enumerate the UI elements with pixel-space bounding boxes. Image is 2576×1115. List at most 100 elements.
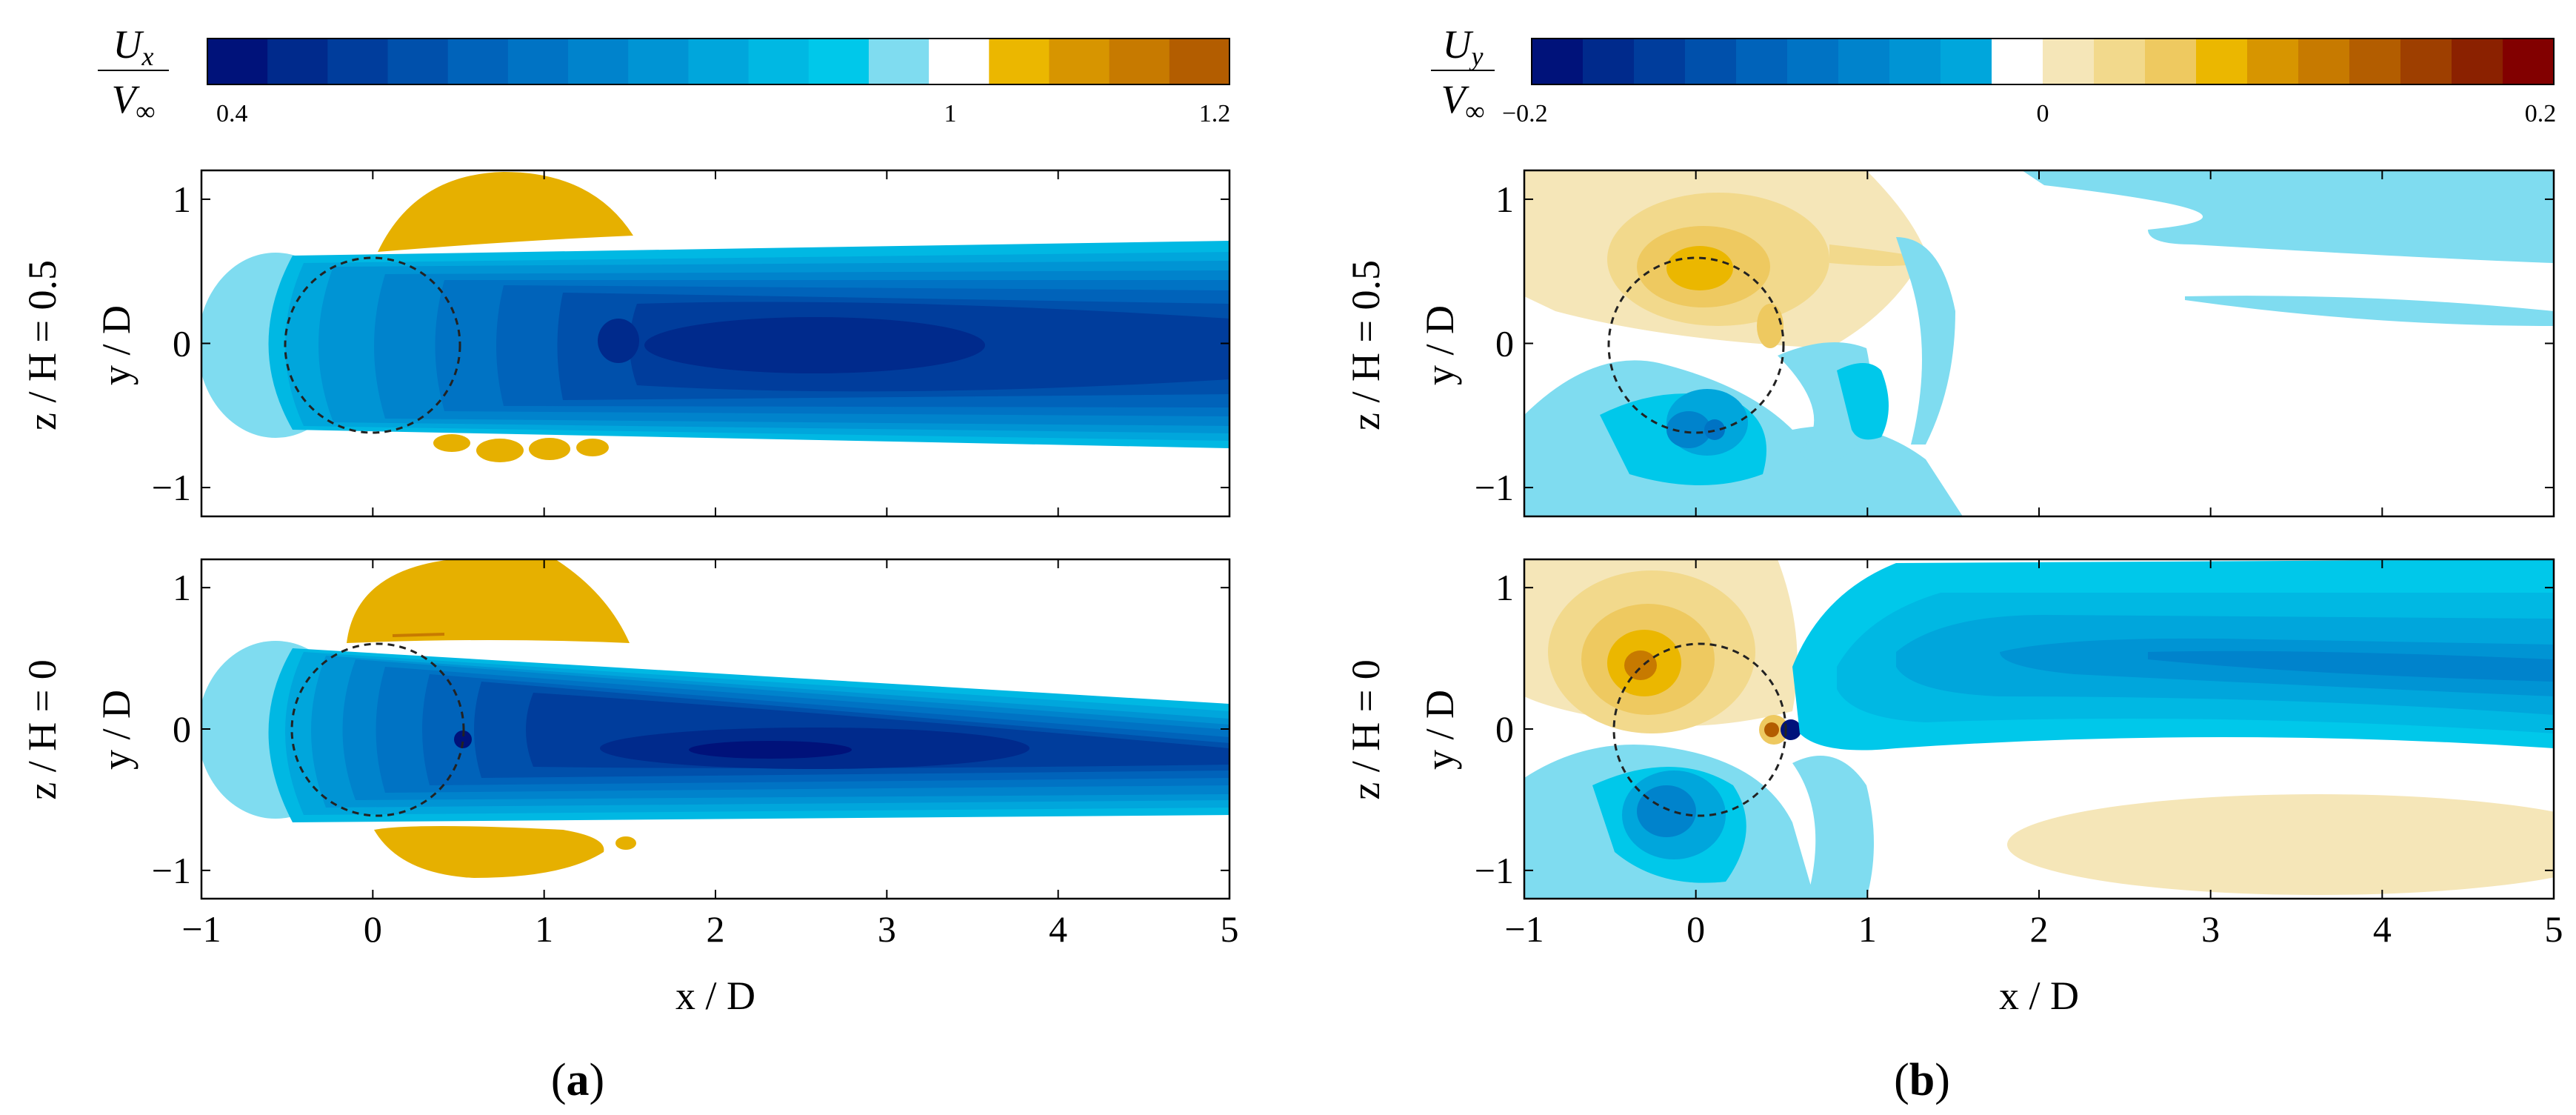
y-tick-label: 0 — [1495, 708, 1514, 750]
y-tick-label: 1 — [173, 179, 191, 220]
colorbar-a-tick-0: 0.4 — [216, 100, 248, 127]
colorbar-b-cell-17 — [2400, 39, 2452, 84]
colorbar-a-cell-15 — [1109, 39, 1170, 84]
x-tick-label: 3 — [878, 908, 896, 950]
y-tick-label: −1 — [152, 467, 191, 508]
x-tick-label: 4 — [1049, 908, 1067, 950]
contour-a-top — [201, 172, 1229, 462]
colorbar-b-cell-18 — [2452, 39, 2503, 84]
row-label-a-top: z / H = 0.5 — [20, 260, 64, 430]
colorbar-b-cell-8 — [1941, 39, 1992, 84]
x-tick-label: −1 — [181, 908, 221, 950]
rotor-outline-b-bottom — [1612, 642, 1787, 817]
subplot-b-top: −1 0 1 z / H = 0.5 y / D — [1344, 169, 2555, 518]
colorbar-b-cell-2 — [1634, 39, 1686, 84]
colorbar-a-cell-3 — [387, 39, 449, 84]
colorbar-b-cell-15 — [2298, 39, 2350, 84]
x-tick-label: 4 — [2373, 908, 2392, 950]
y-tick-label: 1 — [1495, 179, 1514, 220]
ylabel-a-bottom: y / D — [94, 690, 139, 770]
x-tick-label: 1 — [535, 908, 553, 950]
colorbar-b-tick-1: 0 — [2037, 100, 2049, 127]
contour-a-bottom — [201, 559, 1229, 878]
x-tick-label: 0 — [364, 908, 382, 950]
rotor-outline-a-bottom — [290, 642, 465, 817]
rotor-outline-a-top — [284, 256, 461, 434]
colorbar-b-cell-5 — [1787, 39, 1839, 84]
colorbar-a-label-num: Ux — [113, 22, 154, 71]
colorbar-b-cell-16 — [2349, 39, 2401, 84]
colorbar-a-cells — [207, 39, 1230, 84]
y-tick-label: −1 — [1475, 850, 1514, 891]
colorbar-a-tick-2: 1.2 — [1199, 100, 1231, 127]
y-tick-label: 1 — [1495, 567, 1514, 608]
ylabel-a-top: y / D — [94, 305, 139, 385]
ticks-a-bottom: −1 0 1 2 3 4 5 −1 0 1 — [152, 559, 1239, 950]
panel-b: Uy V∞ −0.2 0 0.2 — [1344, 22, 2563, 1105]
colorbar-b-cell-19 — [2503, 39, 2555, 84]
colorbar-b-cell-9 — [1992, 39, 2043, 84]
x-tick-label: −1 — [1504, 908, 1544, 950]
row-label-b-bottom: z / H = 0 — [1344, 659, 1388, 799]
colorbar-a-cell-7 — [628, 39, 690, 84]
colorbar-b-tick-2: 0.2 — [2525, 100, 2557, 127]
contour-b-bottom — [1524, 559, 2554, 899]
x-tick-label: 5 — [1221, 908, 1239, 950]
colorbar-a-cell-10 — [808, 39, 870, 84]
rotor-outline-b-top — [1607, 256, 1785, 434]
colorbar-a: Ux V∞ 0.4 1 1.2 — [98, 22, 1230, 127]
ylabel-b-bottom: y / D — [1418, 690, 1462, 770]
ticks-b-top: −1 0 1 — [1475, 170, 2555, 516]
colorbar-b-cell-7 — [1889, 39, 1941, 84]
colorbar-a-cell-4 — [447, 39, 509, 84]
colorbar-a-cell-13 — [989, 39, 1050, 84]
colorbar-a-cell-9 — [748, 39, 810, 84]
colorbar-b-cell-14 — [2247, 39, 2299, 84]
x-tick-label: 3 — [2201, 908, 2220, 950]
colorbar-b-cell-3 — [1685, 39, 1737, 84]
colorbar-a-cell-14 — [1049, 39, 1110, 84]
colorbar-b-cells — [1532, 39, 2555, 84]
colorbar-a-cell-2 — [327, 39, 389, 84]
row-label-b-top: z / H = 0.5 — [1344, 260, 1388, 430]
panel-a: Ux V∞ 0.4 1 1.2 — [20, 22, 1239, 1105]
y-tick-label: 1 — [173, 567, 191, 608]
colorbar-a-tick-1: 1 — [944, 100, 957, 127]
x-tick-label: 5 — [2545, 908, 2563, 950]
xlabel-b: x / D — [1999, 973, 2079, 1018]
y-tick-label: 0 — [173, 708, 191, 750]
subplot-a-top: −1 0 1 z / H = 0.5 y / D — [20, 169, 1231, 518]
colorbar-b-cell-12 — [2145, 39, 2197, 84]
colorbar-b-cell-4 — [1736, 39, 1788, 84]
x-tick-label: 1 — [1858, 908, 1877, 950]
ticks-b-bottom: −1 0 1 2 3 4 5 −1 0 1 — [1475, 559, 2563, 950]
subplot-a-bottom: −1 0 1 2 3 4 5 −1 0 1 z / H = 0 y / D x / D — [20, 558, 1239, 1018]
colorbar-a-cell-16 — [1169, 39, 1230, 84]
colorbar-b-cell-13 — [2196, 39, 2248, 84]
colorbar-a-cell-1 — [267, 39, 328, 84]
xlabel-a: x / D — [675, 973, 755, 1018]
y-tick-label: 0 — [173, 323, 191, 365]
y-tick-label: −1 — [152, 850, 191, 891]
colorbar-b-label-den: V∞ — [1441, 77, 1485, 126]
subplot-b-bottom: −1 0 1 2 3 4 5 −1 0 1 z / H = 0 y / D x / D — [1344, 558, 2563, 1018]
colorbar-b-cell-1 — [1583, 39, 1635, 84]
colorbar-b-label-num: Uy — [1443, 22, 1484, 71]
x-tick-label: 2 — [707, 908, 725, 950]
x-tick-label: 2 — [2030, 908, 2049, 950]
contour-b-top — [1524, 170, 2554, 516]
colorbar-b-cell-11 — [2094, 39, 2146, 84]
colorbar-a-cell-12 — [929, 39, 990, 84]
colorbar-a-cell-0 — [207, 39, 268, 84]
caption-a: (a) — [551, 1055, 604, 1105]
colorbar-a-cell-11 — [868, 39, 930, 84]
colorbar-a-cell-8 — [688, 39, 750, 84]
colorbar-b-tick-0: −0.2 — [1502, 100, 1548, 127]
colorbar-a-cell-5 — [507, 39, 569, 84]
y-tick-label: −1 — [1475, 467, 1514, 508]
row-label-a-bottom: z / H = 0 — [20, 659, 64, 799]
colorbar-a-label-den: V∞ — [112, 77, 156, 126]
ylabel-b-top: y / D — [1418, 305, 1462, 385]
y-tick-label: 0 — [1495, 323, 1514, 365]
